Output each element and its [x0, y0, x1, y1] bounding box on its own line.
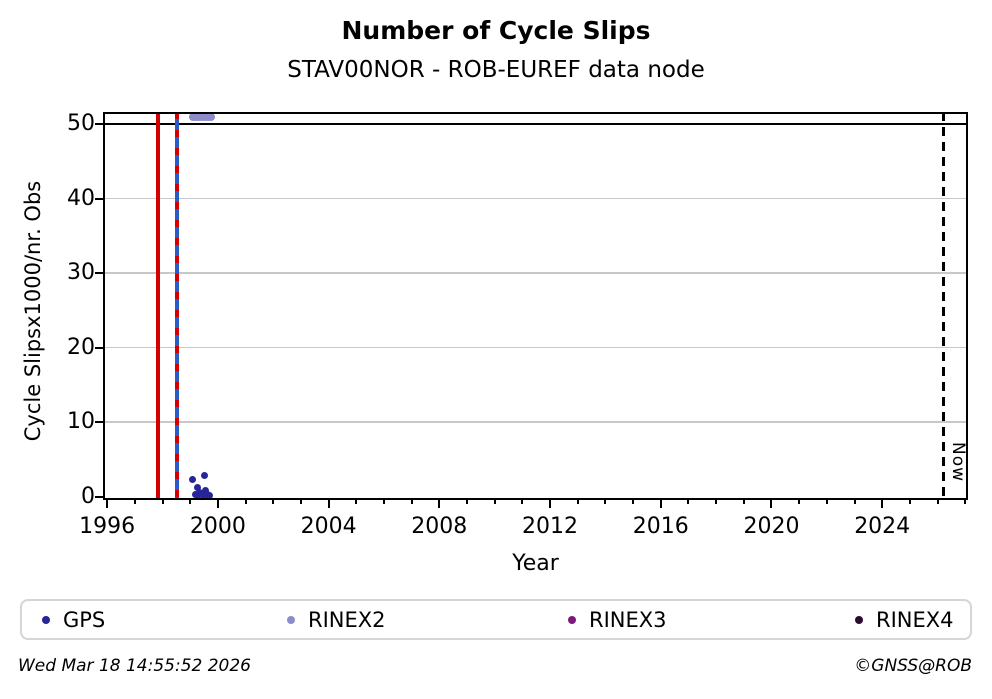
- x-minor-tick: [521, 500, 524, 504]
- x-minor-tick: [133, 500, 136, 504]
- vline-now: [942, 112, 945, 500]
- x-minor-tick: [825, 500, 828, 504]
- legend-item-rinex2: RINEX2: [287, 601, 386, 638]
- y-tick-label: 10: [67, 409, 95, 435]
- data-point-gps: [202, 487, 210, 495]
- copyright-credit: ©GNSS@ROB: [854, 656, 972, 676]
- legend-item-gps: GPS: [42, 601, 105, 638]
- legend-label: RINEX2: [308, 607, 386, 632]
- y-tick-label: 0: [81, 484, 95, 509]
- chart-subtitle: STAV00NOR - ROB-EUREF data node: [287, 57, 705, 83]
- x-minor-tick: [355, 500, 358, 504]
- y-major-tick: [95, 272, 103, 275]
- x-minor-tick: [687, 500, 690, 504]
- x-tick-label: 2016: [632, 514, 689, 539]
- data-point-rinex2: [206, 112, 215, 121]
- x-minor-tick: [853, 500, 856, 504]
- legend-item-rinex3: RINEX3: [568, 601, 667, 638]
- x-tick-label: 2012: [522, 514, 579, 539]
- now-line-label: Now: [948, 442, 969, 483]
- x-minor-tick: [576, 500, 579, 504]
- x-tick-label: 2008: [411, 514, 468, 539]
- y-gridline: [103, 346, 968, 349]
- y-major-tick: [95, 122, 103, 125]
- data-point-gps: [205, 492, 213, 500]
- x-minor-tick: [604, 500, 607, 504]
- x-minor-tick: [410, 500, 413, 504]
- y-tick-label: 40: [67, 185, 95, 211]
- legend-box: GPS RINEX2 RINEX3 RINEX4: [20, 599, 972, 640]
- data-point-gps: [188, 476, 196, 484]
- x-minor-tick: [382, 500, 385, 504]
- legend-marker-icon: [287, 615, 295, 624]
- x-major-tick: [216, 500, 219, 508]
- legend-item-rinex4: RINEX4: [855, 601, 954, 638]
- x-minor-tick: [632, 500, 635, 504]
- x-major-tick: [327, 500, 330, 508]
- legend-marker-icon: [568, 615, 576, 624]
- x-minor-tick: [465, 500, 468, 504]
- x-minor-tick: [964, 500, 967, 504]
- y-gridline: [103, 272, 968, 274]
- x-minor-tick: [798, 500, 801, 504]
- y-tick-label: 30: [67, 260, 95, 286]
- y-major-tick: [95, 197, 103, 200]
- x-minor-tick: [715, 500, 718, 504]
- legend-marker-icon: [42, 615, 50, 624]
- x-major-tick: [881, 500, 884, 508]
- x-major-tick: [770, 500, 773, 508]
- x-tick-label: 2000: [189, 514, 246, 539]
- x-tick-label: 2024: [854, 514, 911, 539]
- x-major-tick: [659, 500, 662, 508]
- y-tick-label: 50: [67, 110, 95, 136]
- legend-label: GPS: [63, 607, 106, 632]
- plot-area: Now: [95, 112, 969, 508]
- refline-50: [103, 122, 968, 126]
- x-minor-tick: [161, 500, 164, 504]
- x-major-tick: [549, 500, 552, 508]
- vline-blue-event: [175, 112, 179, 500]
- y-major-tick: [95, 496, 103, 498]
- y-tick-label: 20: [67, 334, 95, 360]
- y-gridline: [103, 197, 968, 200]
- x-minor-tick: [272, 500, 275, 504]
- x-minor-tick: [742, 500, 745, 504]
- data-point-gps: [200, 471, 208, 479]
- x-tick-label: 1996: [79, 514, 136, 539]
- y-gridline: [103, 421, 968, 423]
- legend-label: RINEX3: [589, 607, 667, 632]
- x-minor-tick: [493, 500, 496, 504]
- plot-frame: [103, 112, 968, 500]
- x-axis-label: Year: [512, 551, 559, 576]
- x-minor-tick: [908, 500, 911, 504]
- x-major-tick: [438, 500, 441, 508]
- x-minor-tick: [936, 500, 939, 504]
- x-major-tick: [106, 500, 109, 508]
- vline-overlay-dashes: [175, 112, 179, 500]
- x-minor-tick: [189, 500, 192, 504]
- y-major-tick: [95, 421, 103, 424]
- y-major-tick: [95, 346, 103, 349]
- legend-label: RINEX4: [876, 607, 954, 632]
- plot-timestamp: Wed Mar 18 14:55:52 2026: [18, 656, 251, 676]
- y-axis-label: Cycle Slipsx1000/nr. Obs: [21, 180, 45, 442]
- vline-red-event: [156, 112, 160, 500]
- x-tick-label: 2004: [300, 514, 357, 539]
- x-minor-tick: [299, 500, 302, 504]
- chart-title: Number of Cycle Slips: [341, 16, 651, 45]
- legend-marker-icon: [855, 615, 863, 624]
- x-tick-label: 2020: [743, 514, 800, 539]
- x-minor-tick: [244, 500, 247, 504]
- data-point-gps: [193, 483, 201, 491]
